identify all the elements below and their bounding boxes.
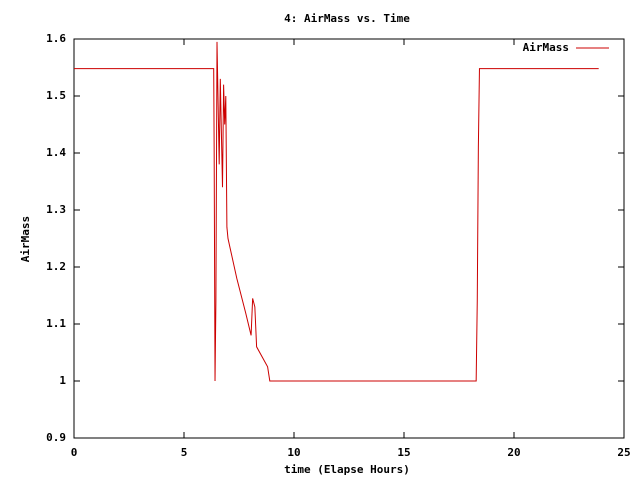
x-tick-label: 20 xyxy=(507,446,520,459)
y-tick-label: 1.3 xyxy=(46,203,66,216)
x-tick-label: 10 xyxy=(287,446,300,459)
x-tick-label: 15 xyxy=(397,446,410,459)
y-tick-label: 1 xyxy=(59,374,66,387)
y-tick-label: 1.2 xyxy=(46,260,66,273)
y-tick-label: 1.4 xyxy=(46,146,66,159)
y-axis-label: AirMass xyxy=(19,216,32,262)
x-axis-label: time (Elapse Hours) xyxy=(284,463,410,476)
chart-title: 4: AirMass vs. Time xyxy=(284,12,410,25)
plot-frame xyxy=(73,38,625,439)
x-tick-label: 5 xyxy=(181,446,188,459)
y-tick-label: 1.5 xyxy=(46,89,66,102)
legend-label: AirMass xyxy=(523,41,569,54)
data-line xyxy=(74,41,599,382)
y-tick-label: 0.9 xyxy=(46,431,66,444)
x-tick-label: 25 xyxy=(617,446,630,459)
y-tick-label: 1.1 xyxy=(46,317,66,330)
x-tick-label: 0 xyxy=(71,446,78,459)
y-tick-label: 1.6 xyxy=(46,32,66,45)
